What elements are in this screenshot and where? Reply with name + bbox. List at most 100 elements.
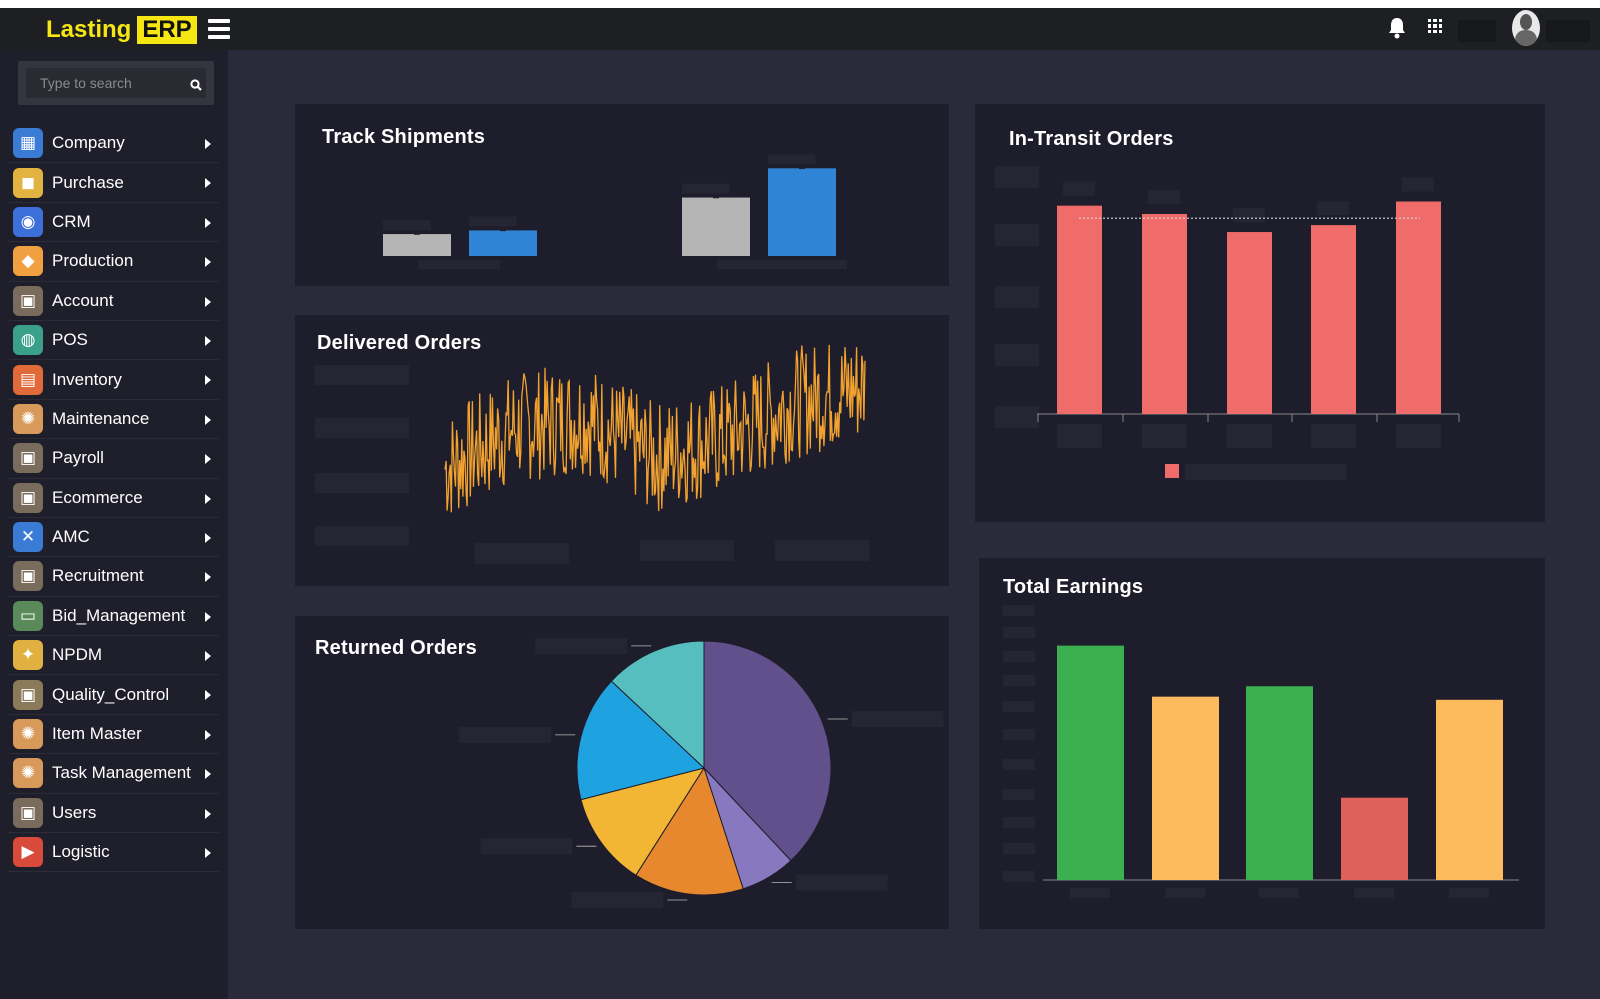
in-transit-chart bbox=[995, 166, 1460, 480]
caret-right-icon bbox=[205, 375, 211, 386]
sidebar-item-quality-control[interactable]: ▣ Quality_Control bbox=[7, 675, 219, 715]
caret-right-icon bbox=[205, 532, 211, 543]
sidebar-item-label: Item Master bbox=[52, 724, 142, 744]
sidebar-item-bid-management[interactable]: ▭ Bid_Management bbox=[7, 597, 219, 637]
bar bbox=[1246, 686, 1313, 880]
brand-name: Lasting bbox=[46, 16, 132, 43]
caret-right-icon bbox=[205, 257, 211, 268]
card-title: Track Shipments bbox=[322, 126, 486, 148]
task-management-icon: ✺ bbox=[13, 758, 43, 789]
sidebar-item-label: CRM bbox=[52, 211, 91, 231]
sidebar-item-account[interactable]: ▣ Account bbox=[7, 282, 219, 321]
username-placeholder[interactable] bbox=[1546, 20, 1590, 42]
caret-right-icon bbox=[205, 848, 211, 859]
sidebar-item-ecommerce[interactable]: ▣ Ecommerce bbox=[7, 479, 219, 518]
bar bbox=[1142, 214, 1187, 414]
y-tick-placeholder bbox=[1003, 605, 1035, 616]
sidebar-item-purchase[interactable]: ◼ Purchase bbox=[7, 163, 219, 203]
sidebar-item-label: Production bbox=[52, 251, 134, 271]
bar bbox=[383, 234, 451, 256]
bell-icon[interactable] bbox=[1388, 17, 1406, 39]
npdm-icon: ✦ bbox=[13, 640, 43, 671]
sidebar-item-amc[interactable]: ✕ AMC bbox=[7, 518, 219, 558]
sidebar-item-logistic[interactable]: ▶ Logistic bbox=[7, 833, 219, 873]
y-tick-placeholder bbox=[1003, 627, 1035, 638]
sidebar: ▦ Company ◼ Purchase ◉ CRM ◆ Production ▣ Account… bbox=[0, 50, 228, 999]
card-title: Delivered Orders bbox=[317, 332, 482, 354]
y-tick-placeholder bbox=[995, 344, 1039, 366]
sidebar-item-label: NPDM bbox=[52, 645, 103, 665]
y-tick-placeholder bbox=[1003, 675, 1035, 686]
caret-right-icon bbox=[205, 611, 211, 622]
slice-label-placeholder bbox=[851, 711, 944, 728]
sidebar-item-label: POS bbox=[52, 330, 88, 350]
sidebar-item-pos[interactable]: ◍ POS bbox=[7, 321, 219, 361]
menu-toggle-icon[interactable] bbox=[208, 17, 230, 41]
slice-label-placeholder bbox=[535, 637, 628, 654]
bar bbox=[682, 197, 750, 256]
users-icon: ▣ bbox=[13, 797, 43, 828]
bar bbox=[1227, 232, 1272, 414]
sidebar-item-maintenance[interactable]: ✺ Maintenance bbox=[7, 400, 219, 440]
track-shipments-chart bbox=[383, 154, 847, 269]
y-tick-placeholder bbox=[1003, 843, 1035, 854]
x-tick-label-placeholder bbox=[1259, 888, 1299, 898]
value-label-placeholder bbox=[383, 220, 431, 231]
item-master-icon: ✺ bbox=[13, 719, 43, 750]
pie-slice bbox=[580, 767, 706, 876]
bar bbox=[1057, 645, 1124, 880]
bar bbox=[1396, 201, 1441, 414]
series-line bbox=[444, 344, 866, 513]
y-tick-placeholder bbox=[1003, 759, 1035, 770]
sidebar-item-task-management[interactable]: ✺ Task Management bbox=[7, 754, 219, 794]
caret-right-icon bbox=[205, 572, 211, 583]
sidebar-item-payroll[interactable]: ▣ Payroll bbox=[7, 439, 219, 479]
top-strip bbox=[0, 0, 1600, 8]
caret-right-icon bbox=[205, 690, 211, 701]
sidebar-item-label: AMC bbox=[52, 527, 90, 547]
pie-slice bbox=[703, 640, 832, 862]
y-tick-placeholder bbox=[1003, 817, 1035, 828]
track-shipments-card: Track Shipments bbox=[295, 104, 949, 286]
sidebar-item-label: Payroll bbox=[52, 448, 104, 468]
slice-label-placeholder bbox=[459, 726, 552, 743]
caret-right-icon bbox=[205, 729, 211, 740]
caret-right-icon bbox=[205, 296, 211, 307]
sidebar-item-item-master[interactable]: ✺ Item Master bbox=[7, 715, 219, 755]
sidebar-item-company[interactable]: ▦ Company bbox=[7, 124, 219, 164]
brand-tag: ERP bbox=[137, 16, 197, 44]
sidebar-item-label: Maintenance bbox=[52, 408, 150, 428]
sidebar-item-npdm[interactable]: ✦ NPDM bbox=[7, 636, 219, 676]
value-label-placeholder bbox=[768, 154, 816, 165]
y-tick-placeholder bbox=[995, 166, 1039, 188]
sidebar-item-crm[interactable]: ◉ CRM bbox=[7, 203, 219, 243]
card-title: Total Earnings bbox=[1003, 576, 1144, 598]
sidebar-item-label: Quality_Control bbox=[52, 684, 170, 704]
caret-right-icon bbox=[205, 217, 211, 228]
x-tick-label-placeholder bbox=[475, 543, 569, 564]
sidebar-item-recruitment[interactable]: ▣ Recruitment bbox=[7, 557, 219, 597]
value-label-placeholder bbox=[1148, 190, 1180, 204]
value-label-placeholder bbox=[1063, 181, 1095, 196]
sidebar-item-production[interactable]: ◆ Production bbox=[7, 242, 219, 282]
purchase-icon: ◼ bbox=[13, 167, 43, 198]
bar bbox=[768, 168, 836, 256]
avatar[interactable] bbox=[1512, 10, 1540, 46]
y-tick-placeholder bbox=[1003, 871, 1035, 882]
y-tick-placeholder bbox=[1003, 651, 1035, 662]
x-tick-label-placeholder bbox=[1165, 888, 1205, 898]
card-title: In-Transit Orders bbox=[1009, 128, 1174, 150]
brand-logo[interactable]: Lasting ERP bbox=[46, 15, 197, 45]
bar bbox=[1057, 205, 1102, 414]
caret-right-icon bbox=[205, 808, 211, 819]
y-tick-placeholder bbox=[1003, 789, 1035, 800]
bar bbox=[1311, 225, 1356, 414]
apps-grid-icon[interactable] bbox=[1428, 19, 1442, 33]
bar bbox=[1341, 797, 1408, 880]
search-input[interactable] bbox=[26, 68, 206, 98]
value-label-placeholder bbox=[1317, 201, 1349, 216]
sidebar-item-inventory[interactable]: ▤ Inventory bbox=[7, 360, 219, 400]
search-icon[interactable] bbox=[190, 79, 202, 91]
sidebar-item-users[interactable]: ▣ Users bbox=[7, 794, 219, 834]
pie-slice bbox=[610, 640, 705, 770]
